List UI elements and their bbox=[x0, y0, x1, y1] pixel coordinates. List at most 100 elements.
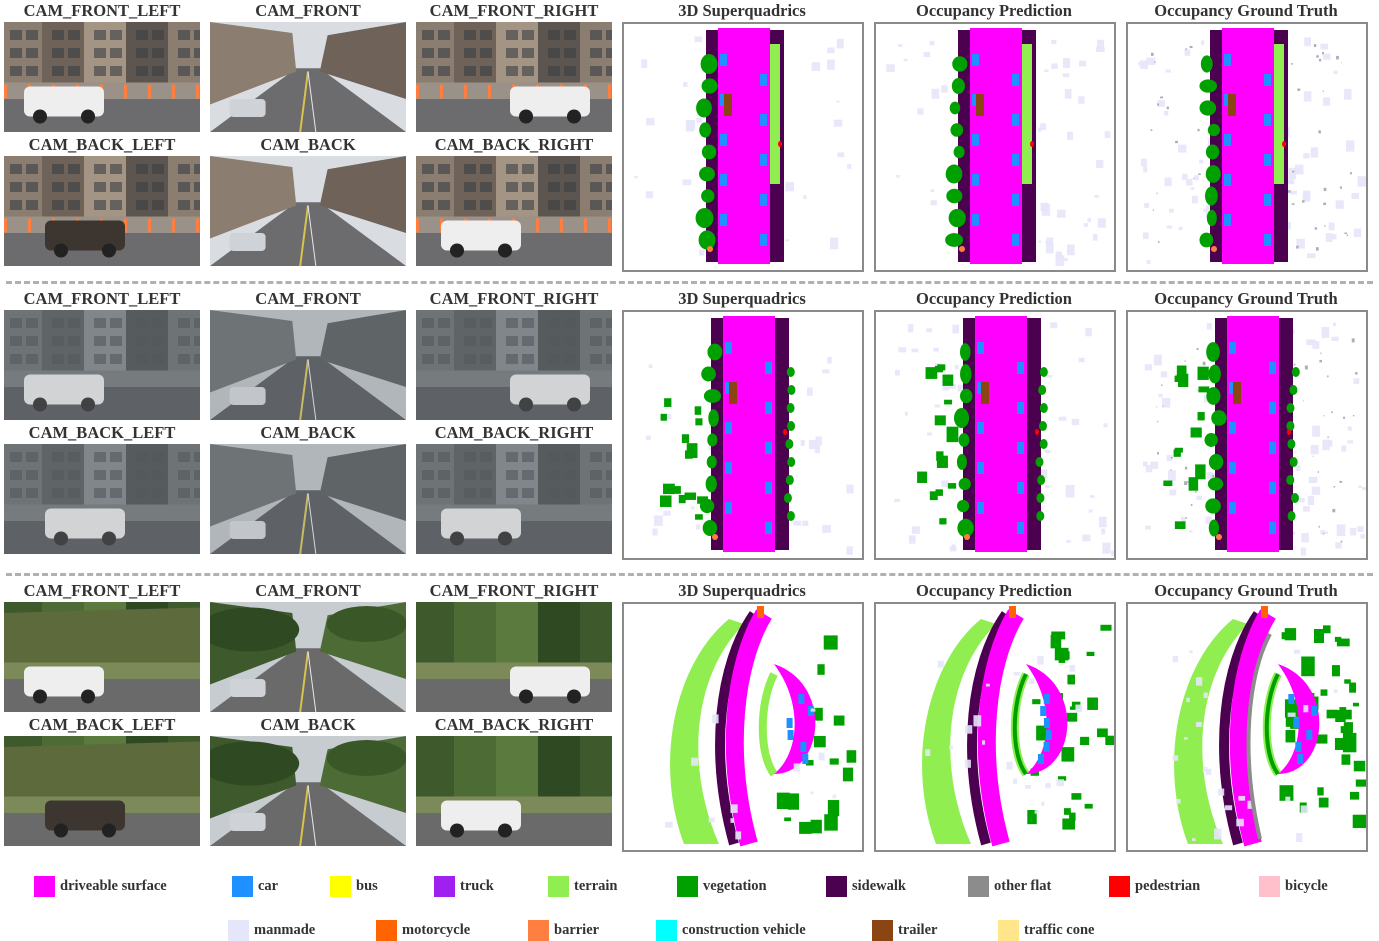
legend-item: barrier bbox=[528, 919, 599, 941]
legend-item: traffic cone bbox=[998, 919, 1094, 941]
camera-label: CAM_FRONT bbox=[255, 1, 361, 20]
occupancy-panel bbox=[1126, 310, 1368, 560]
panel-title: 3D Superquadrics bbox=[678, 1, 806, 20]
legend-swatch bbox=[1109, 875, 1130, 897]
legend-swatch bbox=[376, 919, 397, 941]
legend-swatch bbox=[968, 875, 989, 897]
panel-title: 3D Superquadrics bbox=[678, 581, 806, 600]
scene-row: CAM_FRONT_LEFT CAM_FRONT CAM_FRONT_RIGHT CA… bbox=[0, 581, 1379, 852]
legend-swatch bbox=[1259, 875, 1280, 897]
legend-item: driveable surface bbox=[34, 875, 167, 897]
legend-label: construction vehicle bbox=[682, 921, 806, 938]
legend-swatch bbox=[872, 919, 893, 941]
camera-label: CAM_FRONT_RIGHT bbox=[429, 581, 599, 600]
camera-image bbox=[416, 736, 612, 846]
camera-image bbox=[210, 444, 406, 554]
legend-label: terrain bbox=[574, 877, 618, 894]
legend-swatch bbox=[330, 875, 351, 897]
camera-label: CAM_FRONT_RIGHT bbox=[429, 1, 599, 20]
panel-title: Occupancy Prediction bbox=[916, 1, 1072, 20]
camera-label: CAM_BACK bbox=[260, 423, 356, 442]
camera-image bbox=[4, 444, 200, 554]
legend-label: truck bbox=[460, 877, 494, 894]
legend-label: bicycle bbox=[1285, 877, 1328, 894]
legend-label: driveable surface bbox=[60, 877, 167, 894]
panel-title: Occupancy Ground Truth bbox=[1154, 289, 1338, 308]
legend-swatch bbox=[34, 875, 55, 897]
legend-label: other flat bbox=[994, 877, 1052, 894]
scene-row: CAM_FRONT_LEFT CAM_FRONT CAM_FRONT_RIGHT CA… bbox=[0, 1, 1379, 272]
camera-label: CAM_FRONT_LEFT bbox=[23, 581, 181, 600]
legend-swatch bbox=[826, 875, 847, 897]
camera-image bbox=[210, 156, 406, 266]
occupancy-panel bbox=[622, 310, 864, 560]
camera-label: CAM_BACK bbox=[260, 135, 356, 154]
legend-item: motorcycle bbox=[376, 919, 470, 941]
occupancy-panel bbox=[622, 22, 864, 272]
camera-image bbox=[4, 310, 200, 420]
camera-label: CAM_BACK_LEFT bbox=[28, 423, 176, 442]
camera-label: CAM_FRONT_LEFT bbox=[23, 289, 181, 308]
legend-item: bicycle bbox=[1259, 875, 1328, 897]
camera-image bbox=[210, 736, 406, 846]
camera-label: CAM_BACK_RIGHT bbox=[434, 423, 594, 442]
camera-image bbox=[416, 156, 612, 266]
legend-item: car bbox=[232, 875, 278, 897]
legend-item: bus bbox=[330, 875, 378, 897]
scene-row: CAM_FRONT_LEFT CAM_FRONT CAM_FRONT_RIGHT CA… bbox=[0, 289, 1379, 560]
row-divider bbox=[6, 281, 1373, 284]
camera-image bbox=[210, 22, 406, 132]
legend-label: sidewalk bbox=[852, 877, 906, 894]
legend-swatch bbox=[548, 875, 569, 897]
legend-label: vegetation bbox=[703, 877, 767, 894]
legend-label: pedestrian bbox=[1135, 877, 1201, 894]
camera-image bbox=[416, 310, 612, 420]
legend-swatch bbox=[656, 919, 677, 941]
panel-title: Occupancy Prediction bbox=[916, 581, 1072, 600]
legend-item: terrain bbox=[548, 875, 617, 897]
row-divider bbox=[6, 573, 1373, 576]
panel-title: Occupancy Prediction bbox=[916, 289, 1072, 308]
camera-label: CAM_BACK_LEFT bbox=[28, 715, 176, 734]
camera-label: CAM_FRONT_RIGHT bbox=[429, 289, 599, 308]
camera-image bbox=[4, 602, 200, 712]
camera-label: CAM_BACK bbox=[260, 715, 356, 734]
legend-swatch bbox=[677, 875, 698, 897]
legend-swatch bbox=[998, 919, 1019, 941]
legend-item: sidewalk bbox=[826, 875, 906, 897]
camera-image bbox=[4, 736, 200, 846]
legend-swatch bbox=[528, 919, 549, 941]
legend-item: construction vehicle bbox=[656, 919, 806, 941]
legend-label: traffic cone bbox=[1024, 921, 1095, 938]
occupancy-panel bbox=[1126, 602, 1368, 852]
camera-label: CAM_BACK_LEFT bbox=[28, 135, 176, 154]
legend-item: truck bbox=[434, 875, 494, 897]
legend-label: trailer bbox=[898, 921, 938, 938]
legend-label: bus bbox=[356, 877, 378, 894]
legend-swatch bbox=[232, 875, 253, 897]
legend-label: barrier bbox=[554, 921, 600, 938]
camera-image bbox=[210, 602, 406, 712]
camera-label: CAM_BACK_RIGHT bbox=[434, 715, 594, 734]
camera-image bbox=[4, 156, 200, 266]
panel-title: Occupancy Ground Truth bbox=[1154, 1, 1338, 20]
camera-label: CAM_FRONT bbox=[255, 289, 361, 308]
legend-item: vegetation bbox=[677, 875, 767, 897]
camera-image bbox=[416, 602, 612, 712]
legend-label: manmade bbox=[254, 921, 316, 938]
camera-image bbox=[416, 444, 612, 554]
legend-item: manmade bbox=[228, 919, 315, 941]
camera-image bbox=[210, 310, 406, 420]
occupancy-panel bbox=[874, 22, 1116, 272]
occupancy-panel bbox=[874, 310, 1116, 560]
panel-title: 3D Superquadrics bbox=[678, 289, 806, 308]
camera-label: CAM_FRONT_LEFT bbox=[23, 1, 181, 20]
camera-label: CAM_BACK_RIGHT bbox=[434, 135, 594, 154]
camera-image bbox=[4, 22, 200, 132]
occupancy-panel bbox=[874, 602, 1116, 852]
legend-item: other flat bbox=[968, 875, 1051, 897]
panel-title: Occupancy Ground Truth bbox=[1154, 581, 1338, 600]
legend-swatch bbox=[434, 875, 455, 897]
legend-item: pedestrian bbox=[1109, 875, 1200, 897]
camera-label: CAM_FRONT bbox=[255, 581, 361, 600]
